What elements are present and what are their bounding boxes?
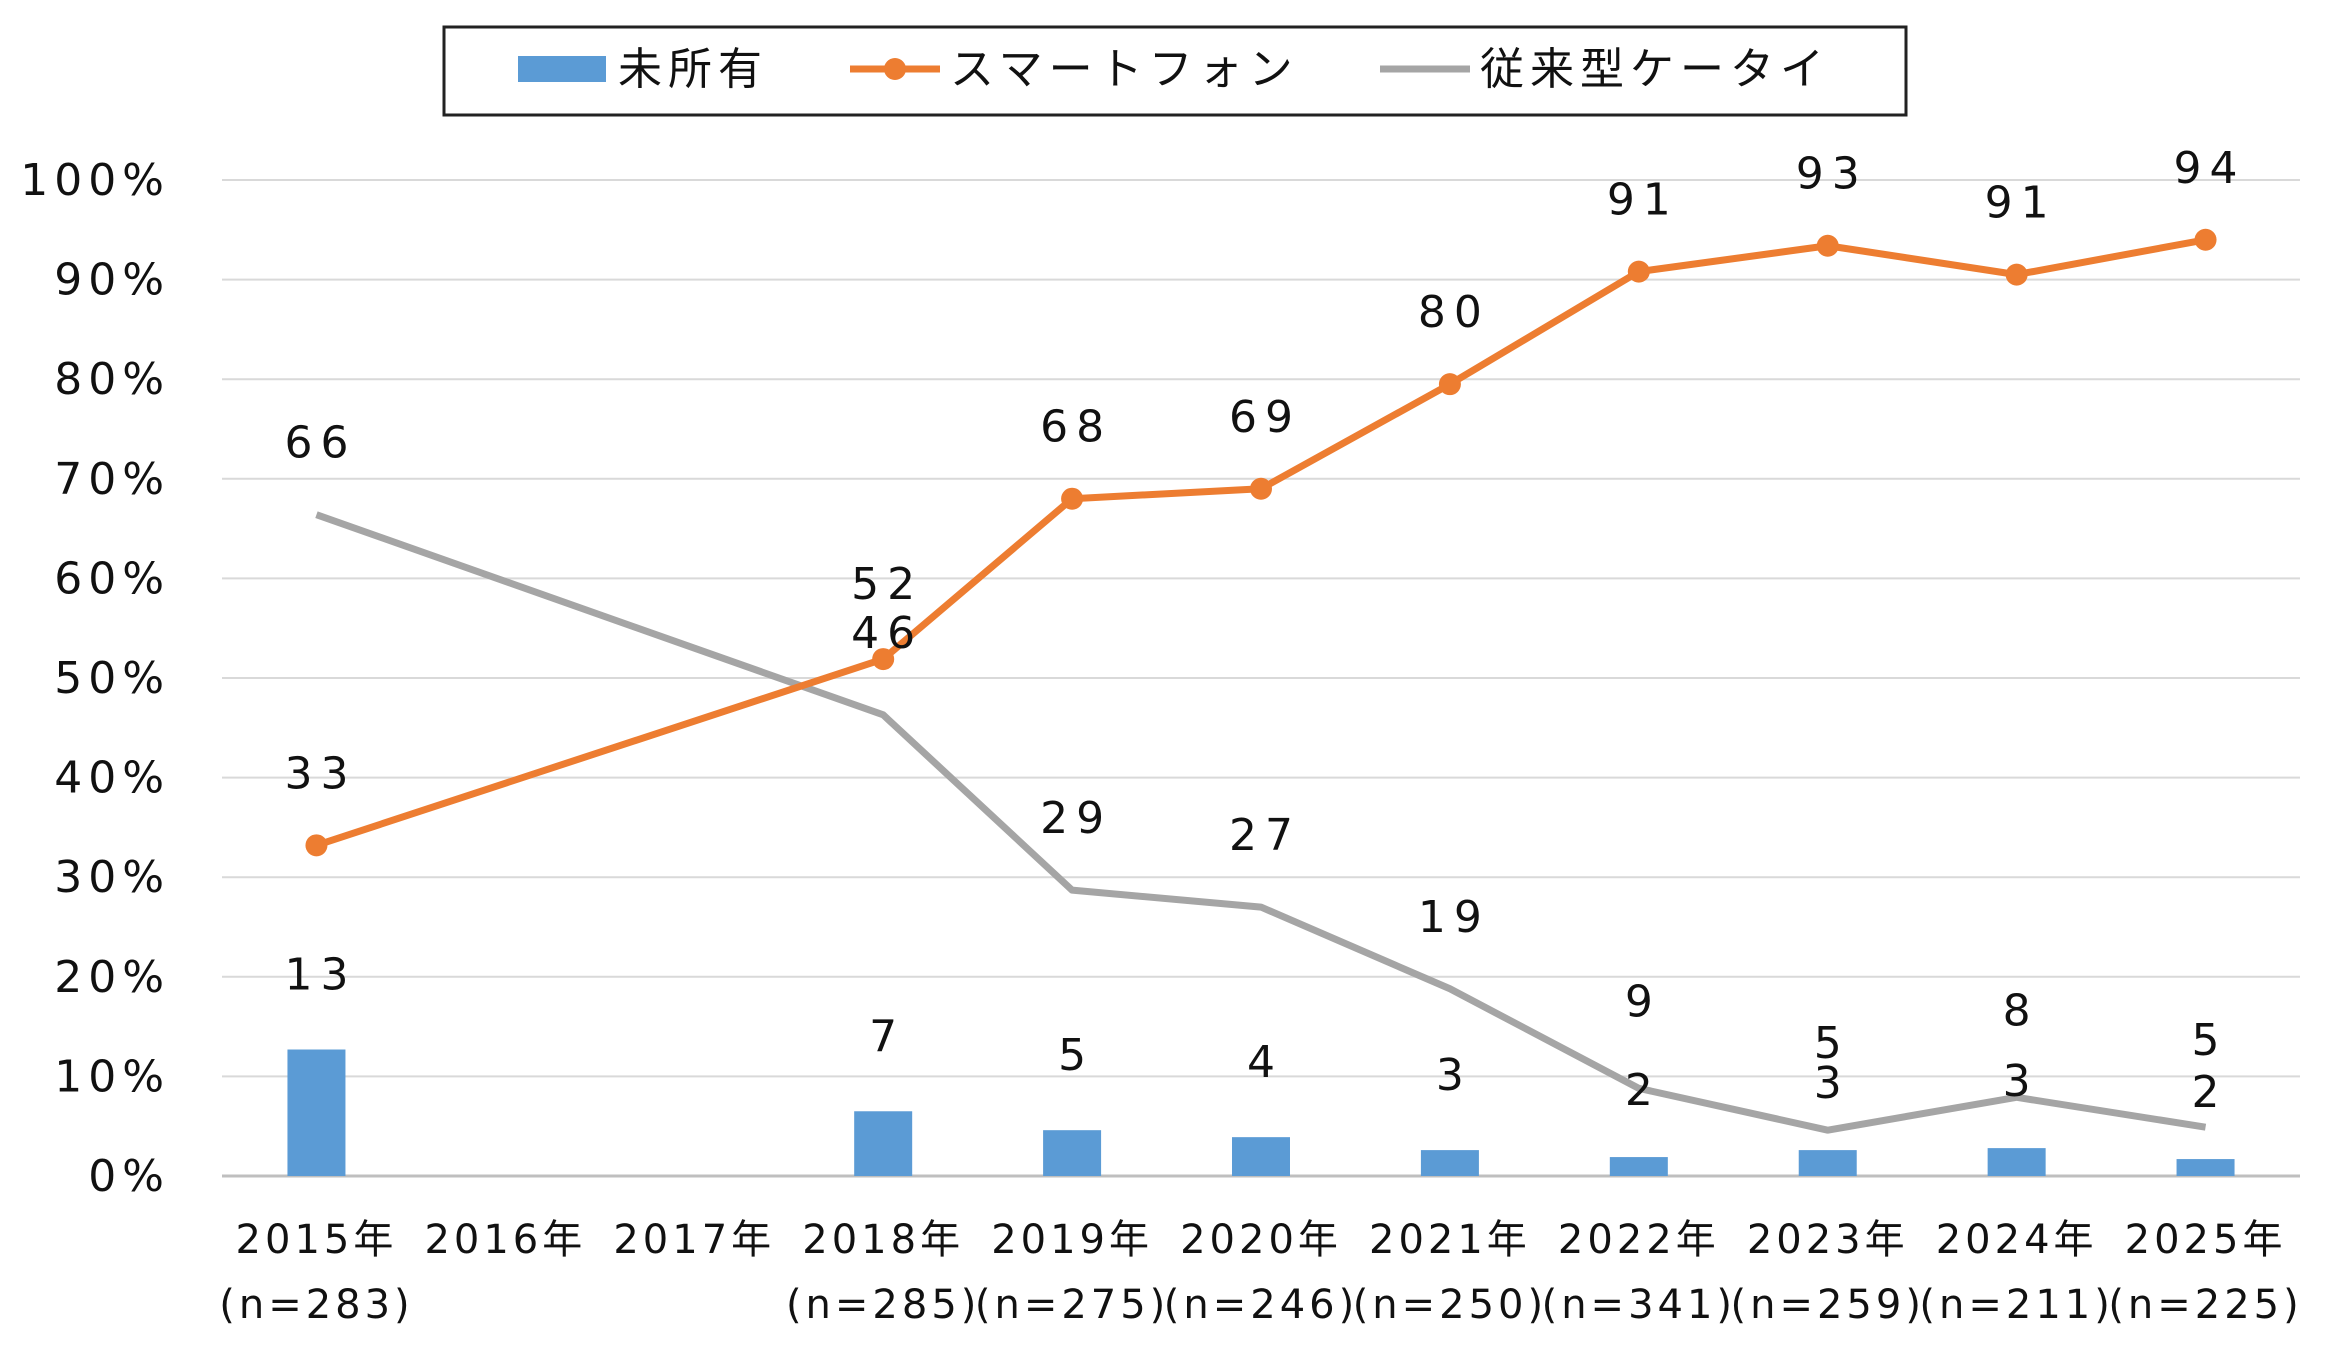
series-line xyxy=(315,511,2207,1134)
x-tick-label: 2016年 xyxy=(424,1217,586,1263)
data-label: 91 xyxy=(1607,175,1679,226)
bar xyxy=(1232,1137,1290,1176)
data-label: 80 xyxy=(1418,287,1490,338)
data-label: 27 xyxy=(1229,810,1301,861)
y-tick-label: 10% xyxy=(54,1051,170,1102)
x-tick-sublabel: (n=259) xyxy=(1731,1282,1925,1328)
bar xyxy=(1609,1157,1668,1176)
legend-box xyxy=(442,25,1908,117)
legend-label: 従来型ケータイ xyxy=(1480,44,1830,95)
data-label: 13 xyxy=(284,950,356,1001)
x-axis: 2015年(n=283)2016年 2017年 2018年(n=285)2019年(… xyxy=(219,1217,2302,1328)
bar-series xyxy=(287,1049,2235,1176)
x-tick-sublabel: (n=283) xyxy=(219,1282,413,1328)
data-label: 3 xyxy=(1436,1050,1472,1101)
x-tick-sublabel: (n=275) xyxy=(975,1282,1169,1328)
bar xyxy=(1043,1130,1102,1176)
data-label: 33 xyxy=(284,748,356,799)
data-label: 29 xyxy=(1040,793,1112,844)
y-tick-label: 100% xyxy=(20,155,170,206)
data-label: 5 xyxy=(1814,1018,1850,1069)
data-label: 94 xyxy=(2174,143,2246,194)
y-tick-label: 30% xyxy=(54,852,170,903)
data-label: 68 xyxy=(1040,402,1112,453)
series-line xyxy=(315,236,2207,849)
data-point xyxy=(2005,263,2028,286)
y-tick-label: 20% xyxy=(54,952,170,1003)
data-point xyxy=(872,648,895,671)
gridlines xyxy=(222,179,2300,1178)
data-label: 66 xyxy=(284,418,356,469)
data-label: 52 xyxy=(851,559,923,610)
x-tick-label: 2022年 xyxy=(1558,1217,1720,1263)
x-tick-sublabel: (n=341) xyxy=(1542,1282,1736,1328)
y-tick-label: 80% xyxy=(54,354,170,405)
x-tick-label: 2017年 xyxy=(613,1217,775,1263)
data-label: 19 xyxy=(1418,892,1490,943)
data-label: 2 xyxy=(2192,1067,2228,1118)
legend-label: 未所有 xyxy=(618,44,768,95)
y-tick-label: 40% xyxy=(54,753,170,804)
x-tick-label: 2023年 xyxy=(1747,1217,1909,1263)
legend-swatch xyxy=(518,56,606,82)
bar xyxy=(1987,1148,2046,1176)
y-tick-label: 70% xyxy=(54,454,170,505)
y-tick-label: 50% xyxy=(54,653,170,704)
data-point xyxy=(1627,260,1650,283)
data-label: 2 xyxy=(1625,1065,1661,1116)
x-tick-label: 2024年 xyxy=(1936,1217,2098,1263)
line-series xyxy=(305,228,2217,1134)
y-axis: 0% 10% 20% 30% 40% 50% 60% 70% 80% 90% 100% xyxy=(20,155,170,1202)
data-label: 3 xyxy=(1814,1058,1850,1109)
data-point xyxy=(305,834,328,857)
y-tick-label: 60% xyxy=(54,553,170,604)
data-label: 93 xyxy=(1796,149,1868,200)
data-point xyxy=(1250,477,1272,500)
data-label: 3 xyxy=(2003,1056,2039,1107)
data-point xyxy=(1061,487,1084,510)
data-point xyxy=(1816,234,1839,257)
x-tick-label: 2020年 xyxy=(1180,1217,1342,1263)
data-point xyxy=(2194,228,2217,251)
y-tick-label: 0% xyxy=(88,1151,170,1202)
data-point xyxy=(1438,373,1461,396)
legend-label: スマートフォン xyxy=(950,44,1299,95)
x-tick-label: 2018年 xyxy=(802,1217,964,1263)
x-tick-sublabel: (n=285) xyxy=(786,1282,980,1328)
x-tick-label: 2015年 xyxy=(236,1217,398,1263)
x-tick-sublabel: (n=225) xyxy=(2108,1282,2302,1328)
data-label: 8 xyxy=(2003,985,2039,1036)
bar xyxy=(2176,1159,2235,1176)
x-tick-label: 2021年 xyxy=(1369,1217,1531,1263)
bar xyxy=(287,1049,346,1176)
data-label: 69 xyxy=(1229,392,1301,443)
x-tick-sublabel: (n=250) xyxy=(1353,1282,1547,1328)
data-label: 9 xyxy=(1625,976,1661,1027)
data-label: 91 xyxy=(1985,178,2057,229)
data-label: 4 xyxy=(1247,1037,1283,1088)
x-tick-label: 2019年 xyxy=(991,1217,1153,1263)
bar xyxy=(854,1111,913,1176)
y-tick-label: 90% xyxy=(54,255,170,306)
legend-marker xyxy=(884,58,906,80)
data-label: 5 xyxy=(2192,1015,2228,1066)
data-label: 5 xyxy=(1058,1030,1094,1081)
x-tick-label: 2025年 xyxy=(2125,1217,2287,1263)
x-tick-sublabel: (n=246) xyxy=(1164,1282,1358,1328)
data-label: 46 xyxy=(851,608,923,659)
bar xyxy=(1420,1150,1479,1176)
data-label: 7 xyxy=(869,1011,905,1062)
x-tick-sublabel: (n=211) xyxy=(1919,1282,2113,1328)
legend: 未所有 スマートフォン 従来型ケータイ xyxy=(442,25,1908,117)
bar xyxy=(1798,1150,1857,1176)
